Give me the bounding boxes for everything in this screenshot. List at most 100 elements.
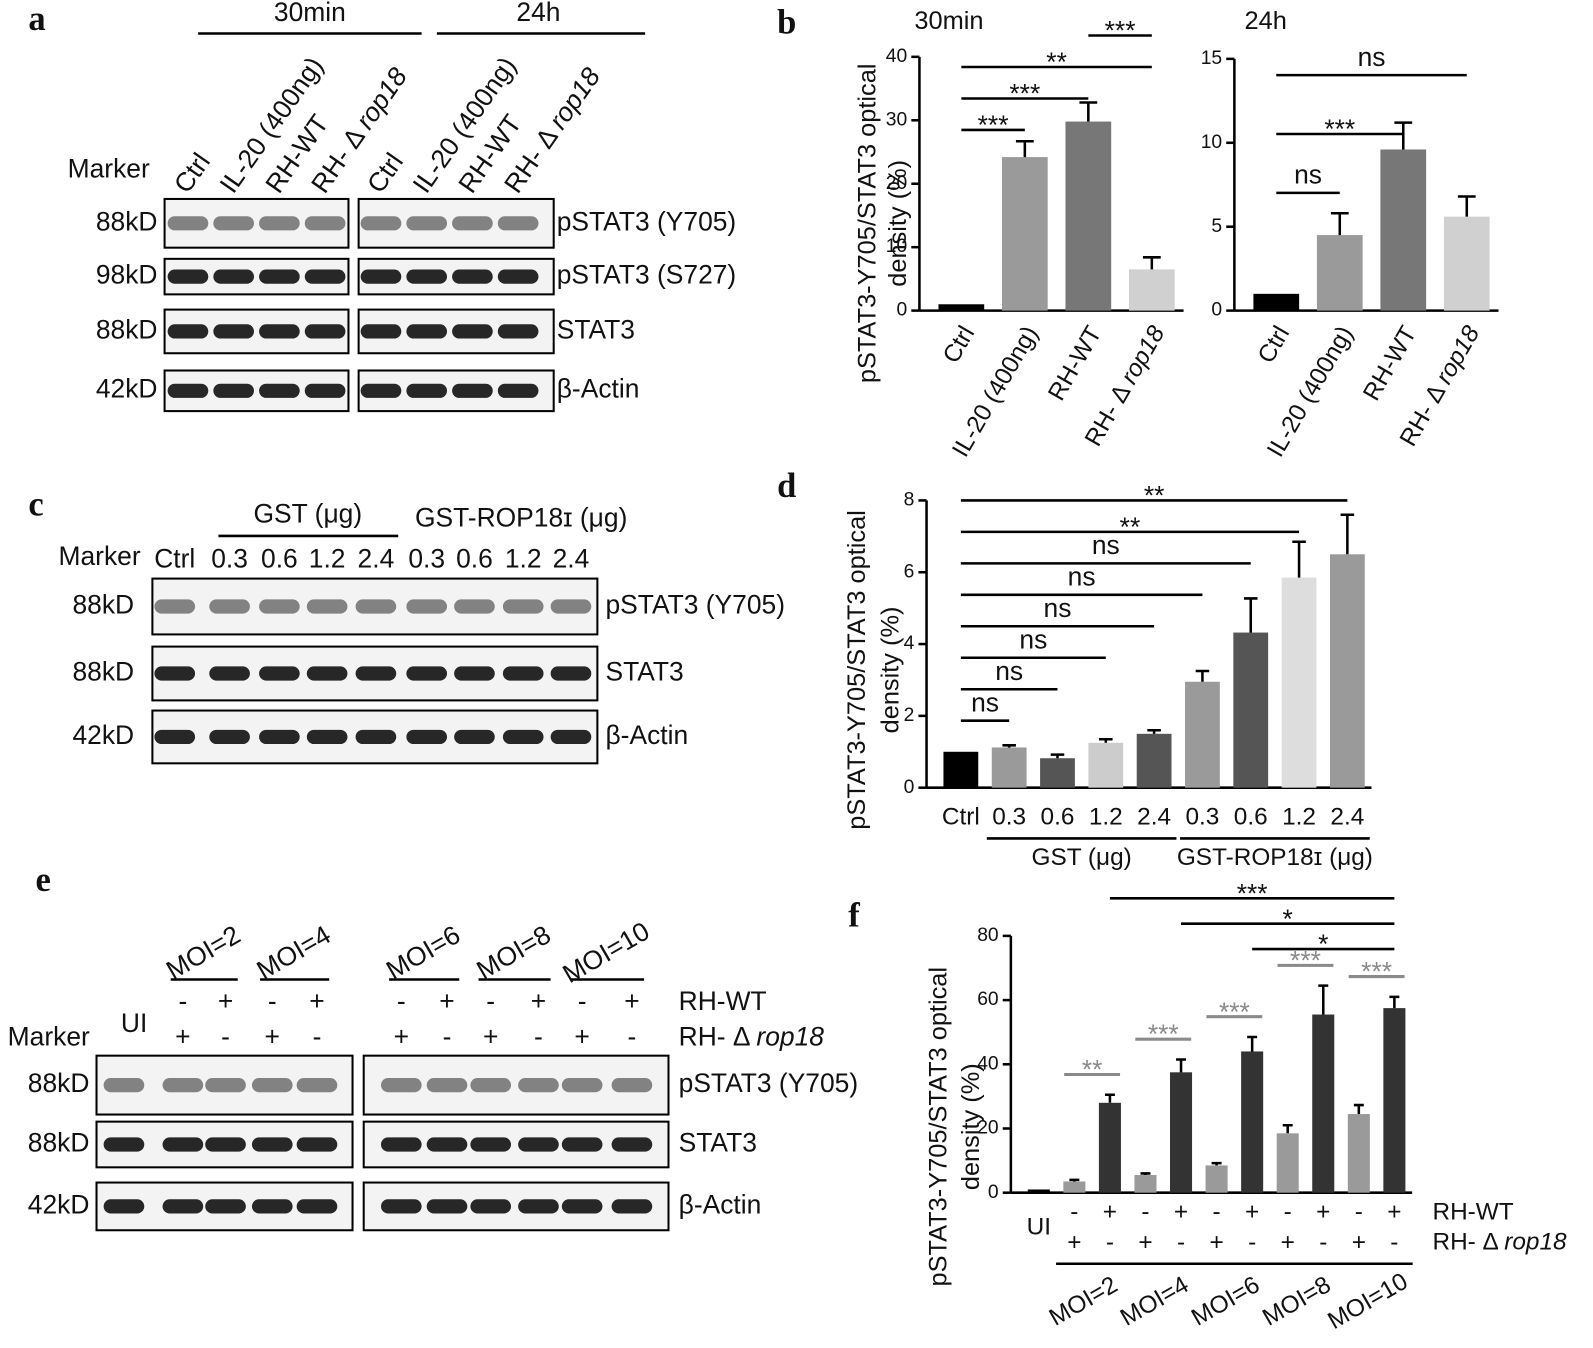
blot-band bbox=[209, 599, 250, 614]
blot-band bbox=[611, 1137, 653, 1152]
blot-band bbox=[426, 1137, 468, 1152]
x-tick-label-part: rop18 bbox=[1116, 321, 1171, 389]
treatment-sign: - bbox=[486, 986, 495, 1016]
marker-title: Marker bbox=[58, 541, 140, 571]
group-label: GST-ROP18ɪ (μg) bbox=[1177, 844, 1373, 871]
significance-label: ** bbox=[1082, 1055, 1103, 1085]
treatment-sign: + bbox=[265, 1021, 280, 1051]
blot-band bbox=[205, 1077, 246, 1093]
y-tick-label: 0 bbox=[896, 300, 907, 321]
blot-band bbox=[213, 383, 254, 398]
x-tick-label: Ctrl bbox=[942, 804, 980, 831]
blot-band bbox=[550, 599, 592, 614]
bar bbox=[1281, 577, 1317, 788]
blot-band bbox=[213, 216, 254, 231]
significance-label: ** bbox=[1120, 512, 1141, 542]
blot-band bbox=[497, 216, 539, 231]
lane-label: 1.2 bbox=[505, 543, 542, 573]
treatment-sign: - bbox=[1390, 1229, 1398, 1256]
marker-size: 88kD bbox=[28, 1127, 90, 1157]
blot-band bbox=[406, 216, 448, 231]
row-name-part: rop18 bbox=[1504, 1229, 1567, 1256]
significance-label: *** bbox=[1361, 957, 1392, 987]
blot-band bbox=[561, 1199, 603, 1214]
treatment-sign: + bbox=[1103, 1198, 1117, 1225]
y-tick-label: 2 bbox=[904, 705, 915, 726]
panel-label: a bbox=[28, 0, 45, 38]
group-label: MOI=4 bbox=[251, 919, 335, 985]
bar bbox=[943, 751, 979, 788]
x-tick-label: 0.3 bbox=[1185, 804, 1219, 831]
blot-band bbox=[380, 1077, 422, 1093]
group-label: 24h bbox=[516, 0, 560, 27]
group-label: GST (μg) bbox=[1032, 844, 1132, 871]
blot-band bbox=[497, 269, 539, 284]
bar bbox=[1065, 121, 1112, 311]
blot-band bbox=[550, 666, 592, 681]
error-bar bbox=[1340, 513, 1355, 555]
chart-title: 24h bbox=[1245, 7, 1287, 35]
blot-row-label: pSTAT3 (S727) bbox=[557, 260, 737, 290]
blot-band bbox=[454, 729, 495, 745]
blot-band bbox=[205, 1137, 246, 1152]
blot-band bbox=[550, 729, 592, 745]
treatment-sign: + bbox=[1174, 1198, 1188, 1225]
group-label: MOI=10 bbox=[558, 916, 655, 989]
bar bbox=[1205, 1165, 1228, 1193]
y-tick-label: 40 bbox=[977, 1053, 998, 1074]
lane-label: Ctrl bbox=[168, 147, 216, 198]
blot-band bbox=[452, 324, 493, 339]
blot-band bbox=[497, 383, 539, 398]
error-bar bbox=[1104, 1093, 1115, 1103]
blot-band bbox=[502, 729, 544, 745]
error-bar bbox=[1140, 1172, 1151, 1176]
error-bar bbox=[1318, 984, 1329, 1015]
y-tick-label: 60 bbox=[977, 989, 998, 1010]
blot-row-label: β-Actin bbox=[606, 720, 689, 750]
marker-size: 88kD bbox=[28, 1068, 90, 1098]
blot-band bbox=[306, 599, 348, 614]
treatment-sign: + bbox=[218, 986, 233, 1016]
bar bbox=[1170, 1072, 1193, 1193]
treatment-sign: - bbox=[578, 986, 587, 1016]
treatment-sign: - bbox=[268, 986, 277, 1016]
bar bbox=[1134, 1175, 1157, 1193]
blot-band bbox=[296, 1077, 338, 1093]
blot-band bbox=[103, 1077, 145, 1093]
significance-label: *** bbox=[978, 110, 1009, 140]
lane-label: 2.4 bbox=[358, 543, 395, 573]
blot-band bbox=[296, 1199, 338, 1214]
error-bar bbox=[1330, 212, 1349, 236]
blot-band bbox=[611, 1077, 653, 1093]
x-tick-label: 2.4 bbox=[1330, 804, 1364, 831]
marker-title: Marker bbox=[8, 1021, 90, 1051]
y-axis-label: pSTAT3-Y705/STAT3 optical bbox=[924, 967, 952, 1287]
bar bbox=[1312, 1014, 1335, 1193]
error-bar bbox=[1147, 728, 1161, 734]
row-name-part: RH- Δ bbox=[679, 1021, 757, 1051]
blot-band bbox=[406, 666, 448, 681]
marker-size: 88kD bbox=[96, 314, 158, 344]
blot-band bbox=[304, 324, 346, 339]
significance-label: *** bbox=[1105, 16, 1136, 46]
significance-label: ns bbox=[1092, 530, 1120, 560]
blot-band bbox=[259, 383, 300, 398]
blot-band bbox=[306, 729, 348, 745]
blot-band bbox=[360, 216, 402, 231]
treatment-sign: + bbox=[1209, 1229, 1223, 1256]
blot-band bbox=[251, 1199, 293, 1214]
blot-band bbox=[213, 269, 254, 284]
lane-label: 0.6 bbox=[261, 543, 298, 573]
error-bar bbox=[1389, 995, 1400, 1009]
blot-band bbox=[162, 1199, 204, 1214]
error-bar bbox=[1015, 139, 1034, 158]
error-bar bbox=[1176, 1058, 1187, 1073]
blot-band bbox=[452, 269, 493, 284]
treatment-sign: + bbox=[1281, 1229, 1295, 1256]
blot-band bbox=[454, 666, 495, 681]
treatment-sign: - bbox=[397, 986, 406, 1016]
bar bbox=[1233, 632, 1269, 788]
x-tick-label: 0.3 bbox=[992, 804, 1026, 831]
blot-row-label: STAT3 bbox=[679, 1127, 757, 1157]
treatment-sign: - bbox=[1141, 1198, 1149, 1225]
